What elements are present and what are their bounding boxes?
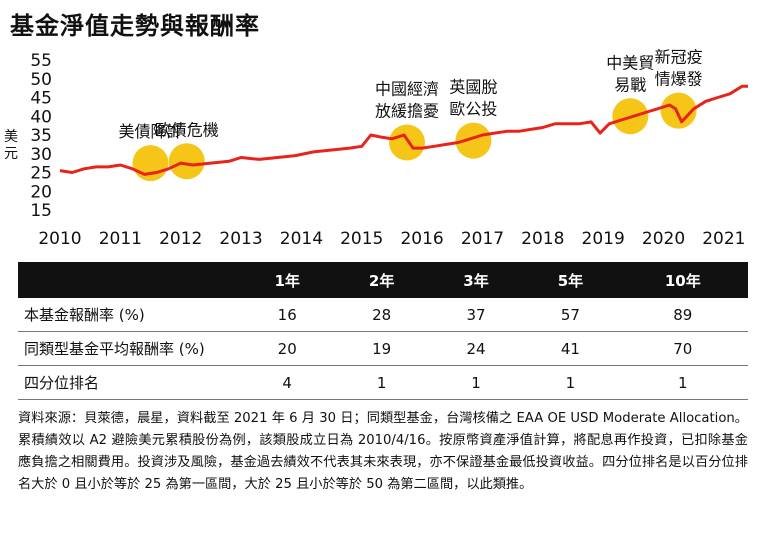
event-label: 情爆發 (655, 70, 703, 89)
cell: 28 (334, 298, 429, 332)
event-marker (168, 143, 205, 180)
x-tick-label: 2017 (461, 229, 504, 249)
cell: 57 (523, 298, 618, 332)
header-3y: 3年 (428, 262, 524, 298)
event-label: 歐公投 (449, 100, 497, 119)
y-tick-label: 50 (30, 70, 52, 90)
cell: 37 (428, 298, 524, 332)
chart-title: 基金淨值走勢與報酬率 (10, 12, 260, 40)
x-tick-label: 2016 (400, 229, 443, 249)
y-tick-label: 40 (30, 107, 52, 127)
event-label: 英國脫 (449, 78, 497, 97)
x-tick-label: 2020 (642, 229, 685, 249)
cell: 70 (617, 331, 748, 366)
y-tick-label: 55 (30, 51, 52, 71)
y-tick-label: 30 (30, 145, 52, 165)
returns-table: 1年 2年 3年 5年 10年 本基金報酬率 (%) 16 28 37 57 8… (18, 262, 748, 400)
x-tick-label: 2010 (38, 229, 81, 249)
cell: 1 (523, 365, 618, 400)
cell: 1 (334, 365, 429, 400)
y-tick-label: 15 (30, 201, 52, 221)
event-label: 中美貿 (606, 53, 654, 72)
x-tick-label: 2013 (219, 229, 262, 249)
series-line (59, 84, 748, 176)
header-2y: 2年 (334, 262, 429, 298)
x-tick-label: 2018 (521, 229, 564, 249)
row-label: 同類型基金平均報酬率 (%) (18, 331, 240, 366)
cell: 89 (617, 298, 748, 332)
x-tick-label: 2014 (280, 229, 323, 249)
y-axis-label: 元 (4, 146, 18, 162)
event-label: 美債降評 (119, 122, 183, 141)
y-axis-label: 美 (4, 129, 18, 145)
event-label: 易戰 (614, 75, 646, 94)
event-marker (660, 92, 697, 129)
event-label: 新冠疫 (655, 48, 703, 67)
source-note: 資料來源：貝萊德，晨星，資料截至 2021 年 6 月 30 日；同類型基金，台… (18, 411, 748, 492)
y-tick-label: 45 (30, 89, 52, 109)
x-tick-label: 2019 (582, 229, 625, 249)
cell: 1 (617, 365, 748, 400)
table-header-row: 1年 2年 3年 5年 10年 (18, 262, 748, 298)
event-marker (389, 124, 426, 161)
header-1y: 1年 (240, 262, 335, 298)
y-tick-label: 20 (30, 182, 52, 202)
x-tick-label: 2015 (340, 229, 383, 249)
x-tick-label: 2021 (702, 229, 745, 249)
x-tick-label: 2012 (159, 229, 202, 249)
table-row: 同類型基金平均報酬率 (%) 20 19 24 41 70 (18, 331, 748, 366)
cell: 20 (240, 331, 335, 366)
header-blank (18, 262, 240, 298)
x-tick-label: 2011 (99, 229, 142, 249)
cell: 16 (240, 298, 335, 332)
cell: 19 (334, 331, 429, 366)
table-row: 本基金報酬率 (%) 16 28 37 57 89 (18, 298, 748, 332)
row-label: 本基金報酬率 (%) (18, 298, 240, 332)
cell: 1 (428, 365, 524, 400)
event-label: 放緩擔憂 (375, 102, 439, 121)
event-marker (132, 145, 169, 182)
event-label: 歐債危機 (155, 120, 219, 139)
header-10y: 10年 (617, 262, 748, 298)
event-label: 中國經濟 (375, 80, 439, 99)
table-row: 四分位排名 4 1 1 1 1 (18, 365, 748, 400)
y-tick-label: 35 (30, 126, 52, 146)
y-tick-label: 25 (30, 164, 52, 184)
header-5y: 5年 (523, 262, 618, 298)
cell: 41 (523, 331, 618, 366)
event-marker (455, 122, 492, 159)
cell: 4 (240, 365, 335, 400)
row-label: 四分位排名 (18, 365, 240, 400)
cell: 24 (428, 331, 524, 366)
